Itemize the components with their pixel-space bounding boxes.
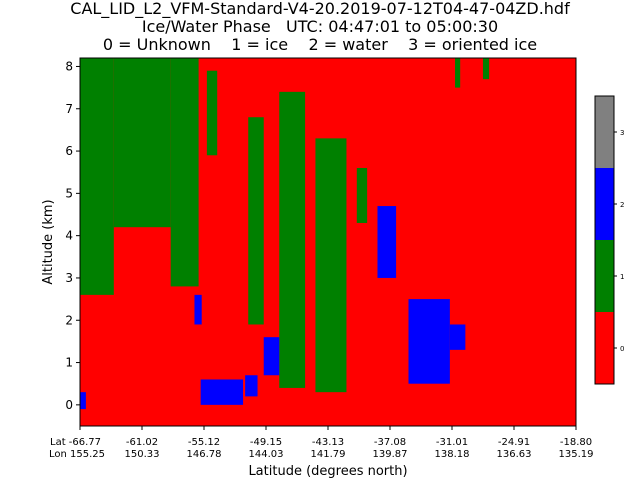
- colorbar-frame: [594, 95, 615, 385]
- water-region-3: [200, 379, 244, 405]
- chart-title-line-3: 0 = Unknown 1 = ice 2 = water 3 = orient…: [102, 35, 538, 54]
- x-tick-label-lat: -55.12: [188, 437, 220, 448]
- y-tick-label: 0: [65, 398, 73, 412]
- colorbar-tick-label: 3: [620, 129, 624, 137]
- y-tick-label: 5: [65, 186, 73, 200]
- ice-region-3: [170, 58, 199, 287]
- x-tick-label-lon: 146.78: [187, 449, 222, 460]
- y-tick-label: 6: [65, 144, 73, 158]
- x-tick-label-lat: Lat -66.77: [50, 437, 101, 448]
- x-tick-label-lon: 150.33: [125, 449, 160, 460]
- ice-region-5: [248, 117, 264, 325]
- x-tick-label-lon: Lon 155.25: [49, 449, 105, 460]
- water-region-7: [408, 299, 450, 384]
- y-axis: 0 1 2 3 4 5 6 7 8: [65, 59, 80, 412]
- y-tick-label: 2: [65, 313, 73, 327]
- colorbar-segment-3: [595, 96, 614, 168]
- ice-region-1: [80, 58, 114, 295]
- x-tick-label-lon: 139.87: [373, 449, 408, 460]
- ice-region-4: [206, 70, 218, 156]
- colorbar-segment-1: [595, 240, 614, 312]
- x-tick-label-lon: 144.03: [249, 449, 284, 460]
- y-tick-label: 1: [65, 356, 73, 370]
- colorbar-segment-0: [595, 312, 614, 384]
- colorbar-tick-label: 0: [620, 345, 624, 353]
- colorbar-tick-label: 2: [620, 201, 624, 209]
- y-tick-label: 3: [65, 271, 73, 285]
- ice-region-7: [315, 138, 347, 393]
- x-tick-label-lat: -24.91: [498, 437, 530, 448]
- water-region-5: [263, 337, 280, 376]
- ice-region-9: [455, 58, 461, 88]
- ice-region-10: [482, 58, 490, 80]
- x-tick-label-lon: 138.18: [435, 449, 470, 460]
- water-region-4: [245, 375, 258, 397]
- x-axis-title: Latitude (degrees north): [248, 464, 407, 479]
- x-tick-label-lat: -18.80: [560, 437, 592, 448]
- y-tick-label: 8: [65, 59, 73, 73]
- water-region-8: [449, 324, 466, 350]
- chart-title-line-1: CAL_LID_L2_VFM-Standard-V4-20.2019-07-12…: [70, 0, 570, 18]
- water-region-2: [194, 294, 202, 325]
- plot-area: [80, 58, 576, 426]
- y-axis-title: Altitude (km): [41, 199, 56, 284]
- water-region-6: [377, 206, 397, 278]
- x-tick-label-lat: -37.08: [374, 437, 406, 448]
- ice-region-6: [279, 91, 306, 388]
- ice-region-8: [356, 167, 368, 223]
- y-tick-label: 4: [65, 229, 73, 243]
- colorbar: 0 1 2 3: [594, 95, 624, 385]
- x-tick-label-lat: -61.02: [126, 437, 158, 448]
- x-tick-label-lon: 135.19: [559, 449, 594, 460]
- x-tick-label-lat: -49.15: [250, 437, 282, 448]
- colorbar-segment-2: [595, 168, 614, 240]
- x-tick-label-lat: -43.13: [312, 437, 344, 448]
- y-tick-label: 7: [65, 102, 73, 116]
- x-tick-label-lon: 141.79: [311, 449, 346, 460]
- chart-title-line-2: Ice/Water Phase UTC: 04:47:01 to 05:00:3…: [141, 17, 499, 36]
- colorbar-tick-label: 1: [620, 273, 624, 281]
- x-tick-label-lon: 136.63: [497, 449, 532, 460]
- ice-region-2: [113, 58, 171, 228]
- water-region-1: [80, 392, 86, 410]
- x-tick-label-lat: -31.01: [436, 437, 468, 448]
